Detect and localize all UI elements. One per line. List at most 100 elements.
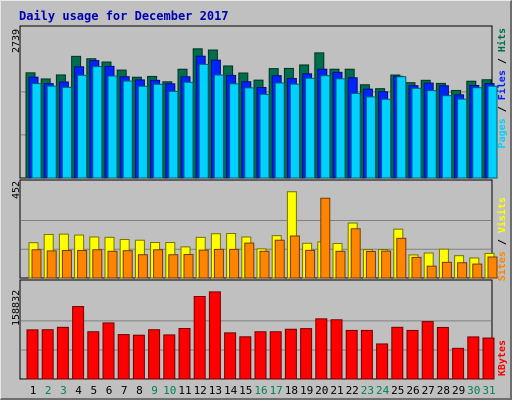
- hits-bar-pages-1: [31, 83, 42, 179]
- hits-legend-hits: Hits: [496, 28, 508, 52]
- day-label-16: 16: [254, 384, 267, 397]
- kbytes-bar-kbytes-30: [467, 336, 480, 380]
- kbytes-max-label: 158832: [11, 290, 22, 326]
- kbytes-bar-kbytes-27: [421, 321, 434, 380]
- kbytes-bar-kbytes-23: [360, 329, 373, 380]
- hits-bar-pages-19: [305, 77, 316, 179]
- hits-bar-pages-27: [426, 90, 437, 179]
- day-label-3: 3: [60, 384, 67, 397]
- day-label-31: 31: [482, 384, 495, 397]
- day-label-12: 12: [194, 384, 207, 397]
- hits-legend-pages: Pages: [497, 118, 508, 148]
- kbytes-legend-kbytes: KBytes: [497, 340, 508, 376]
- kbytes-bar-kbytes-16: [254, 331, 267, 380]
- hits-bar-pages-14: [229, 83, 240, 179]
- visits-bar-sites-24: [381, 250, 392, 279]
- kbytes-bar-kbytes-1: [26, 329, 39, 380]
- kbytes-bar-kbytes-11: [178, 327, 191, 380]
- day-label-4: 4: [75, 384, 82, 397]
- day-label-8: 8: [136, 384, 143, 397]
- day-label-27: 27: [422, 384, 435, 397]
- kbytes-bar-kbytes-25: [391, 326, 404, 380]
- visits-bar-sites-11: [183, 254, 194, 279]
- visits-legend-visits: Visits: [496, 197, 508, 233]
- hits-bar-pages-10: [168, 90, 179, 179]
- kbytes-bar-kbytes-24: [376, 343, 389, 380]
- hits-bar-pages-24: [381, 98, 392, 179]
- visits-bar-sites-6: [107, 250, 118, 279]
- kbytes-bar-kbytes-6: [102, 322, 115, 380]
- day-label-18: 18: [285, 384, 298, 397]
- kbytes-bar-kbytes-20: [315, 318, 328, 380]
- chart-title: Daily usage for December 2017: [19, 9, 229, 23]
- hits-bar-pages-6: [107, 75, 118, 179]
- hits-bar-pages-17: [274, 82, 285, 179]
- day-label-19: 19: [300, 384, 313, 397]
- visits-legend-sites: Sites: [496, 251, 508, 281]
- day-label-5: 5: [90, 384, 97, 397]
- hits-legend-separator: /: [497, 100, 508, 118]
- day-label-29: 29: [452, 384, 465, 397]
- visits-bar-sites-14: [229, 248, 240, 279]
- visits-bar-sites-9: [153, 249, 164, 279]
- visits-bar-sites-23: [365, 250, 376, 279]
- hits-bar-pages-13: [213, 74, 224, 179]
- visits-bar-sites-18: [289, 235, 300, 279]
- hits-bar-pages-23: [365, 96, 376, 179]
- visits-max-label: 452: [11, 181, 22, 199]
- hits-bar-pages-18: [289, 83, 300, 179]
- visits-bar-sites-28: [441, 261, 452, 279]
- hits-bar-pages-16: [259, 93, 270, 179]
- visits-bar-sites-7: [122, 250, 133, 279]
- visits-legend-separator: /: [497, 233, 508, 251]
- visits-bar-sites-27: [426, 265, 437, 279]
- hits-bars: [21, 48, 498, 179]
- kbytes-bar-kbytes-19: [300, 328, 313, 380]
- day-label-20: 20: [315, 384, 328, 397]
- day-label-13: 13: [209, 384, 222, 397]
- visits-bar-sites-1: [31, 249, 42, 279]
- day-label-17: 17: [270, 384, 283, 397]
- kbytes-bar-kbytes-7: [117, 334, 130, 380]
- hits-bar-pages-26: [411, 87, 422, 179]
- hits-bar-pages-9: [153, 83, 164, 179]
- visits-bar-sites-4: [77, 250, 88, 279]
- day-label-6: 6: [106, 384, 113, 397]
- kbytes-bar-kbytes-10: [163, 334, 176, 380]
- day-label-23: 23: [361, 384, 374, 397]
- day-label-21: 21: [330, 384, 343, 397]
- kbytes-bars: [21, 291, 495, 380]
- day-label-10: 10: [163, 384, 176, 397]
- visits-bar-sites-16: [259, 250, 270, 279]
- kbytes-bar-kbytes-26: [406, 329, 419, 380]
- visits-bars: [21, 191, 498, 279]
- visits-bar-sites-22: [350, 228, 361, 279]
- hits-bar-pages-25: [396, 76, 407, 179]
- hits-bar-pages-3: [61, 86, 72, 179]
- day-label-7: 7: [121, 384, 128, 397]
- visits-bar-sites-30: [472, 263, 483, 279]
- hits-legend-files: Files: [496, 70, 508, 100]
- hits-bar-pages-11: [183, 81, 194, 179]
- visits-bar-sites-19: [305, 249, 316, 279]
- hits-bar-pages-2: [46, 85, 57, 179]
- kbytes-bar-kbytes-21: [330, 319, 343, 380]
- day-label-25: 25: [391, 384, 404, 397]
- day-label-9: 9: [151, 384, 158, 397]
- visits-bar-sites-13: [213, 248, 224, 279]
- visits-bar-sites-3: [61, 250, 72, 279]
- day-label-11: 11: [178, 384, 191, 397]
- visits-bar-sites-2: [46, 250, 57, 279]
- day-label-1: 1: [30, 384, 37, 397]
- kbytes-bar-kbytes-17: [269, 331, 282, 380]
- day-label-22: 22: [346, 384, 359, 397]
- day-label-28: 28: [437, 384, 450, 397]
- day-labels: 1 2 3 4 5 6 7 8 9 10 11 12 13 14 15 16 17 18 19 20 21 22 23 24 2…: [30, 384, 496, 397]
- day-label-24: 24: [376, 384, 390, 397]
- hits-bar-pages-15: [244, 87, 255, 179]
- visits-bar-sites-10: [168, 254, 179, 279]
- kbytes-panel: 158832 KBytes: [11, 279, 508, 380]
- visits-bar-sites-15: [244, 242, 255, 279]
